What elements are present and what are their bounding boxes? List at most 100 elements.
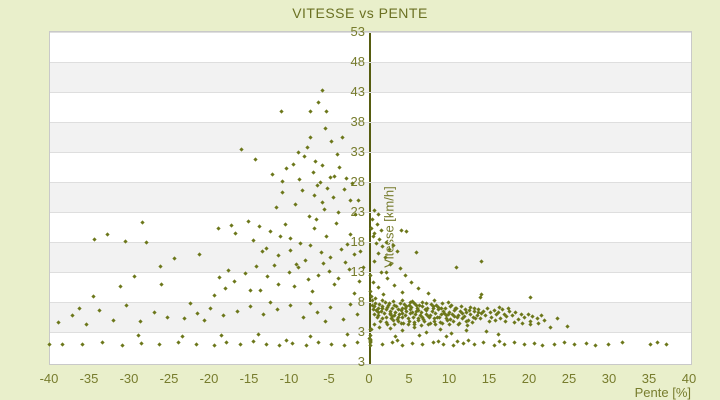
data-point (320, 163, 325, 168)
data-point (470, 320, 475, 325)
y-tick-label: 18 (350, 234, 365, 249)
data-point (254, 264, 259, 269)
data-point (310, 289, 315, 294)
gridline (50, 302, 691, 303)
data-point (311, 170, 316, 175)
data-point (182, 316, 187, 321)
data-point (404, 229, 409, 234)
data-point (143, 239, 149, 245)
data-point (461, 341, 466, 346)
data-point (426, 291, 431, 296)
plot-area: Vitesse [km/h] 53 48 43 38 33 28 23 18 13 8 3 3 (47, 25, 692, 369)
data-point (111, 317, 116, 323)
data-point (441, 341, 446, 347)
y-axis-line (369, 32, 371, 364)
data-point (515, 317, 521, 322)
data-point (77, 305, 82, 311)
data-point (284, 166, 289, 171)
data-point (313, 158, 318, 164)
data-point (406, 322, 411, 327)
data-point (318, 179, 323, 185)
data-point (583, 341, 589, 346)
data-point (261, 312, 266, 317)
data-point (352, 252, 357, 257)
x-tick-label: 5 (405, 371, 413, 386)
data-point (307, 134, 313, 140)
data-point (291, 161, 296, 167)
data-point (272, 263, 277, 268)
data-point (368, 289, 373, 294)
data-point (248, 304, 253, 309)
data-point (119, 343, 125, 348)
data-point (375, 285, 381, 290)
data-point (316, 273, 321, 278)
data-point (341, 317, 346, 322)
y-tick-label: 33 (350, 144, 365, 159)
x-tick-label: -40 (39, 371, 59, 386)
data-point (216, 226, 221, 231)
data-point (165, 315, 170, 320)
y-tick-label: 8 (357, 294, 365, 309)
data-point (221, 313, 226, 318)
data-point (287, 270, 292, 275)
data-point (99, 340, 105, 345)
data-point (497, 338, 502, 344)
chart-title: VITESSE vs PENTE (292, 5, 428, 21)
data-point (375, 251, 381, 256)
data-point (202, 317, 207, 323)
gridline (50, 272, 691, 273)
data-point (288, 248, 293, 253)
data-point (481, 340, 486, 345)
data-point (385, 322, 390, 327)
data-point (367, 326, 373, 332)
data-point (247, 288, 253, 293)
data-point (372, 230, 377, 236)
data-point (414, 250, 419, 255)
data-point (355, 311, 360, 317)
data-point (283, 222, 288, 227)
x-tick-label: 30 (601, 371, 617, 386)
data-point (334, 221, 339, 226)
data-point (303, 257, 308, 263)
data-point (410, 341, 415, 346)
y-tick-label: 28 (350, 174, 365, 189)
data-point (447, 304, 453, 309)
data-point (493, 318, 498, 323)
data-point (47, 341, 52, 347)
data-point (131, 274, 137, 279)
gridline (50, 92, 691, 93)
data-point (384, 314, 389, 320)
data-point (530, 314, 535, 319)
data-point (392, 322, 397, 327)
data-point (361, 265, 366, 270)
data-point (451, 319, 456, 324)
data-point (487, 319, 492, 324)
data-point (290, 341, 295, 346)
data-point (491, 343, 497, 348)
data-point (358, 248, 363, 254)
gridline (50, 182, 691, 183)
x-tick-label: -15 (239, 371, 259, 386)
y-tick-label: 53 (350, 24, 365, 39)
data-point (239, 146, 244, 152)
data-point (540, 343, 545, 348)
data-point (197, 252, 202, 257)
data-point (118, 284, 123, 289)
x-tick-label: 15 (481, 371, 497, 386)
data-point (235, 308, 240, 314)
y-axis-min-label: 3 (357, 354, 365, 369)
data-point (381, 292, 386, 297)
data-point (315, 310, 320, 315)
data-point (151, 310, 157, 315)
data-point (323, 319, 328, 324)
data-point (316, 340, 321, 345)
data-point (342, 343, 347, 348)
gridline (50, 62, 691, 63)
data-point (157, 342, 162, 347)
data-point (278, 233, 283, 239)
data-point (253, 157, 258, 162)
data-point (593, 343, 598, 348)
data-point (319, 250, 324, 255)
data-point (459, 304, 464, 309)
data-point (487, 310, 493, 315)
